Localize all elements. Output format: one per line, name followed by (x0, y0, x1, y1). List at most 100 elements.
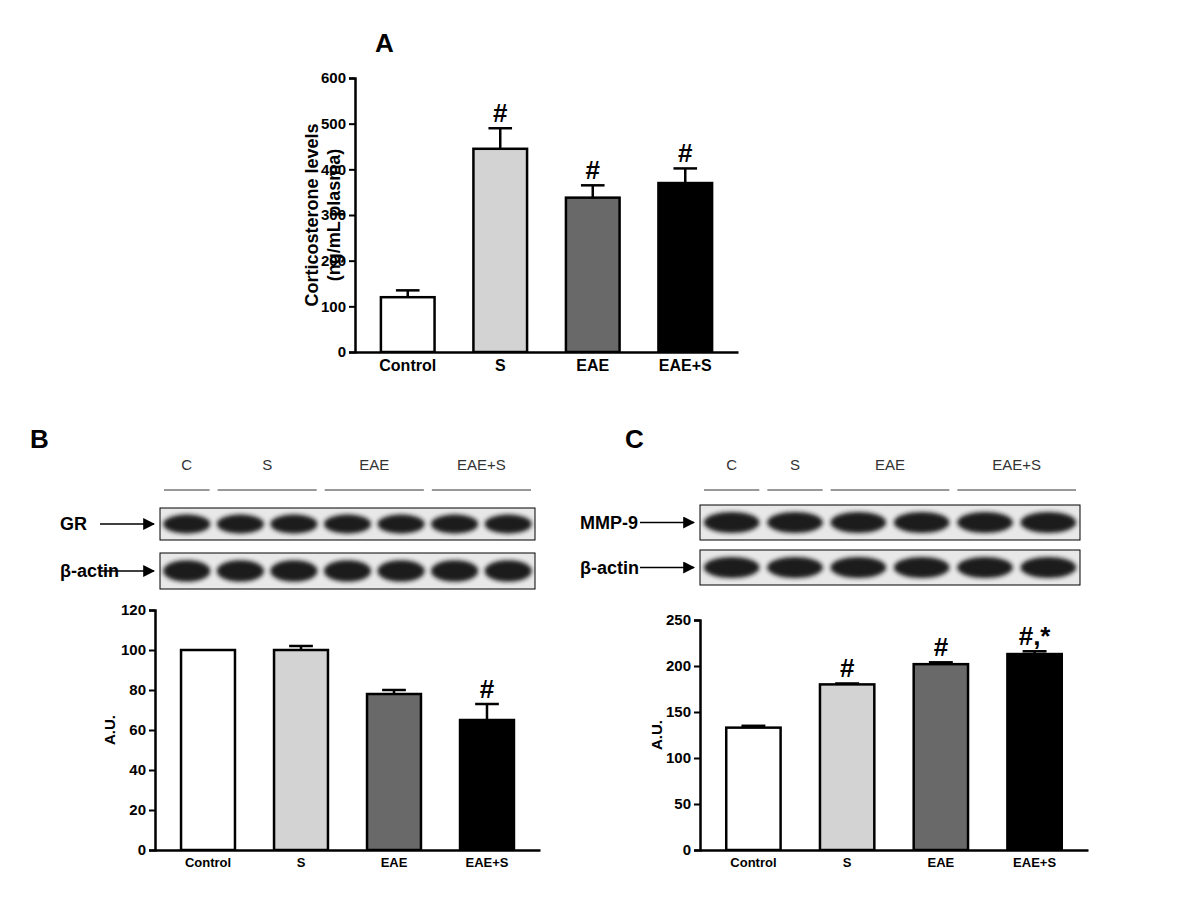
x-tick-label: Control (379, 357, 436, 374)
y-tick-label: 0 (338, 343, 346, 360)
bar (658, 183, 712, 352)
error-cap (289, 645, 313, 648)
y-tick-label: 200 (666, 657, 691, 674)
lane-underline (767, 490, 822, 491)
y-tick: 0 (138, 841, 155, 858)
y-tick-mark (349, 123, 355, 125)
bar (1007, 654, 1061, 850)
bar (274, 650, 328, 850)
bar (726, 728, 780, 850)
y-tick-label: 150 (666, 703, 691, 720)
blot-strip (700, 550, 1080, 585)
y-tick-label: 100 (321, 298, 346, 315)
blot-row-label: β-actin (580, 558, 639, 578)
y-tick-mark (149, 770, 155, 772)
blot-arrow (640, 522, 694, 524)
bar (181, 650, 235, 850)
blot-arrow (100, 570, 154, 572)
significance-label: # (493, 98, 508, 128)
panel-title: C (625, 424, 644, 454)
bar (473, 149, 527, 352)
western-blot: CSEAEEAE+SGRβ-actin (60, 456, 535, 589)
blot-band (894, 512, 950, 533)
y-tick: 0 (338, 343, 355, 360)
blot-strip (160, 553, 535, 589)
x-axis: ControlSEAEEAE+S (356, 352, 739, 374)
y-tick: 80 (129, 681, 155, 698)
blot-arrow (640, 567, 694, 569)
x-tick: S (843, 850, 852, 870)
lane-label: S (262, 456, 272, 473)
lane-underline (218, 490, 317, 491)
y-tick: 40 (129, 761, 155, 778)
y-tick-label: 20 (129, 801, 146, 818)
blot-band (957, 557, 1013, 578)
x-tick: EAE (927, 850, 954, 870)
x-tick: S (297, 850, 306, 870)
error-bar (684, 168, 687, 183)
y-axis-line (694, 621, 701, 851)
x-tick-label: Control (185, 855, 231, 870)
lane-underline (325, 490, 424, 491)
x-tick: Control (730, 850, 776, 870)
panel: C050100150200250ControlSEAEEAE+SA.U.###,… (625, 424, 1089, 870)
y-tick-label: 250 (666, 611, 691, 628)
x-tick-label: S (297, 855, 306, 870)
significance-label: # (480, 674, 495, 704)
lane-label: EAE+S (457, 456, 506, 473)
lane-underline (831, 490, 950, 491)
y-tick: 100 (321, 298, 355, 315)
blot-band (704, 512, 760, 533)
error-cap (382, 689, 406, 692)
x-tick: S (495, 352, 506, 374)
y-tick-mark (149, 690, 155, 692)
blot-band (830, 512, 886, 533)
y-tick-mark (694, 712, 700, 714)
blot-band (163, 560, 210, 582)
y-tick-mark (149, 850, 155, 852)
y-tick-label: 0 (683, 841, 691, 858)
y-axis-title: A.U. (648, 720, 665, 750)
y-tick-mark (694, 758, 700, 760)
x-axis: Control S EAE EAE+S (701, 850, 1089, 870)
blot-band (270, 514, 317, 533)
y-tick: 100 (666, 749, 700, 766)
y-tick-mark (149, 730, 155, 732)
x-tick-label: EAE (927, 855, 954, 870)
blot-band (431, 514, 478, 533)
lane-label: EAE (875, 456, 905, 473)
bar (566, 198, 620, 352)
y-tick-mark (349, 78, 355, 80)
bar (367, 694, 421, 850)
panel-title: A (375, 28, 394, 58)
x-tick: EAE (576, 352, 609, 374)
y-axis-line (149, 611, 156, 851)
x-tick: EAE+S (1013, 850, 1056, 870)
blot-band (485, 514, 532, 533)
blot-band (1020, 512, 1076, 533)
y-axis-line (349, 79, 356, 353)
x-tick: Control (379, 352, 436, 374)
y-tick-mark (349, 215, 355, 217)
bar (460, 720, 514, 850)
panel: A0100200300400500600ControlSEAEEAE+SCort… (302, 28, 739, 374)
significance-label: # (934, 632, 949, 662)
y-tick: 60 (129, 721, 155, 738)
error-cap (396, 289, 420, 292)
y-tick-mark (694, 804, 700, 806)
blot-band (217, 560, 264, 582)
y-tick: 250 (666, 611, 700, 628)
y-tick-mark (349, 260, 355, 262)
y-tick-mark (694, 666, 700, 668)
y-tick-label: 40 (129, 761, 146, 778)
x-tick-label: EAE (576, 357, 609, 374)
blot-band (378, 560, 425, 582)
blot-band (217, 514, 264, 533)
lane-label: EAE+S (992, 456, 1041, 473)
y-axis-title: A.U. (101, 715, 118, 745)
lane-label: EAE (359, 456, 389, 473)
y-tick-label: 100 (121, 641, 146, 658)
blot-band (163, 514, 210, 533)
y-axis-title: Corticosterone levels (302, 123, 322, 306)
x-tick: EAE (381, 850, 408, 870)
